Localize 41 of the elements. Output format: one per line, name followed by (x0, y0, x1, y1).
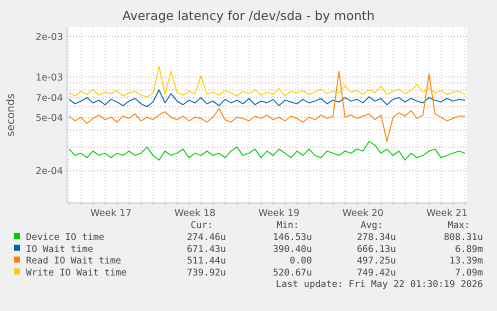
x-tick-label: Week 21 (426, 208, 468, 219)
text: 278.34u (356, 232, 396, 243)
text: Cur: (190, 220, 213, 231)
text: Last update: Fri May 22 01:30:19 2026 (276, 279, 483, 290)
y-tick-label: 1e-03 (36, 72, 63, 84)
legend-label: Write IO Wait time (26, 267, 128, 278)
text: Min: (276, 220, 299, 231)
chart-title: Average latency for /dev/sda - by month (122, 8, 375, 23)
line-series (68, 89, 466, 108)
line-series (68, 70, 466, 142)
legend-label: Device IO time (26, 232, 105, 243)
legend-label: Read IO Wait time (26, 256, 122, 267)
text: 749.42u (356, 267, 396, 278)
text: Max: (448, 220, 470, 231)
text: 0.00 (290, 256, 312, 267)
x-tick-label: Week 20 (342, 208, 384, 219)
legend-label: IO Wait time (26, 244, 94, 255)
text: 390.40u (272, 244, 312, 255)
text: 497.25u (356, 256, 396, 267)
text: 520.67u (272, 267, 312, 278)
y-axis-title: seconds (5, 94, 17, 136)
text: 808.31u (444, 232, 483, 243)
text: 666.13u (356, 244, 396, 255)
y-tick-label: 2e-03 (36, 32, 63, 43)
text: 7.09m (455, 267, 484, 278)
text: 671.43u (186, 244, 226, 255)
text: 146.53u (272, 232, 312, 243)
text: Avg: (360, 220, 383, 231)
x-tick-label: Week 17 (90, 208, 132, 219)
text: 511.44u (186, 256, 226, 267)
text: 13.39m (449, 256, 484, 267)
text: 739.92u (186, 267, 226, 278)
text: 6.89m (455, 244, 484, 255)
y-tick-label: 2e-04 (36, 166, 63, 178)
x-tick-label: Week 19 (258, 208, 300, 219)
y-tick-label: 7e-04 (36, 93, 63, 104)
text: 274.46u (186, 232, 226, 243)
line-series (68, 141, 466, 161)
line-series (68, 66, 466, 98)
x-tick-label: Week 18 (174, 208, 216, 219)
y-tick-label: 5e-04 (36, 112, 63, 124)
